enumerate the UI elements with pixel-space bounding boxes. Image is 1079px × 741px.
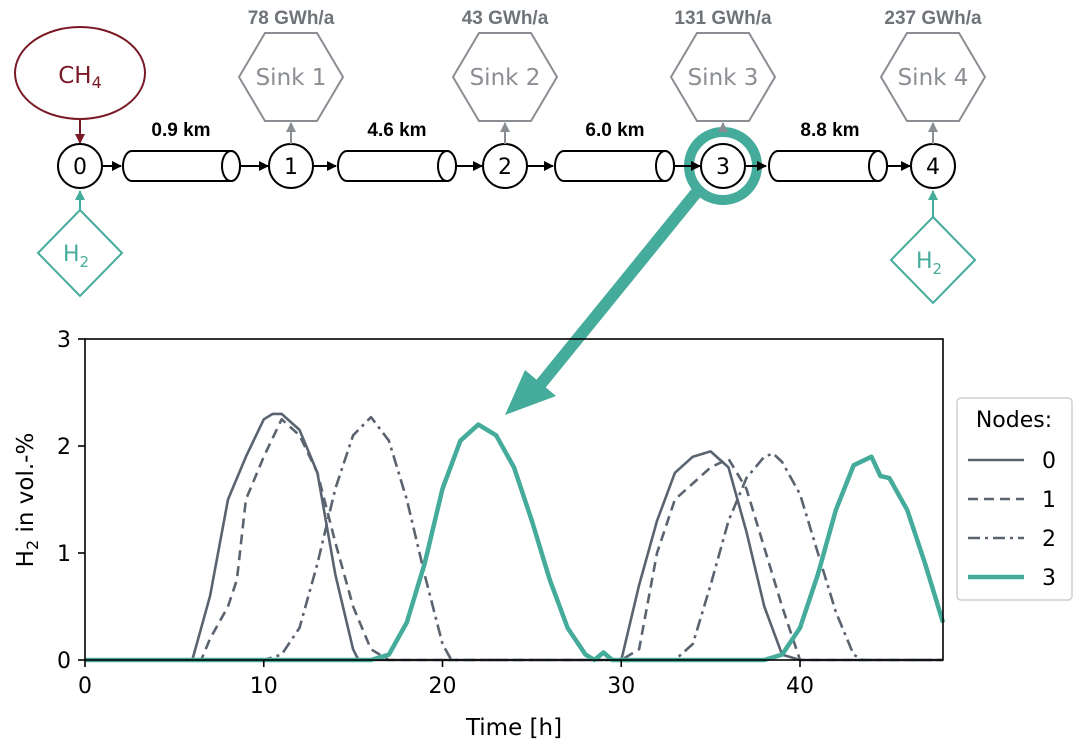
series-1-line: [85, 418, 943, 662]
legend-frame: [956, 397, 1073, 601]
x-tick-label-30: 30: [607, 674, 635, 699]
node-0-label: 0: [73, 155, 87, 180]
legend-label-1: 1: [1042, 488, 1056, 513]
pipe-1-2-length: 4.6 km: [367, 120, 426, 141]
x-tick-label-0: 0: [78, 674, 92, 699]
network-diagram: CH4 0 1 2 3 4 0.9 km: [14, 8, 987, 415]
legend: Nodes: 0 1 2 3: [956, 397, 1073, 601]
pipe-1-2: [313, 150, 483, 182]
sink-4-demand: 237 GWh/a: [884, 8, 982, 29]
sink-1-demand: 78 GWh/a: [248, 8, 335, 29]
pipe-3-4: [745, 150, 911, 182]
legend-items: 0 1 2 3: [968, 449, 1056, 591]
y-axis-label: H2 in vol.-%: [13, 433, 42, 568]
x-tick-label-40: 40: [786, 674, 814, 699]
series-3-line: [85, 422, 946, 663]
sink-2: Sink 2: [451, 32, 559, 144]
series-layer: [85, 412, 946, 663]
node-2-label: 2: [498, 155, 512, 180]
x-tick-label-20: 20: [429, 674, 457, 699]
x-tick-label-10: 10: [250, 674, 278, 699]
sink-1-label: Sink 1: [256, 65, 327, 91]
pipe-0-1-length: 0.9 km: [151, 120, 210, 141]
pipe-2-3-length: 6.0 km: [585, 120, 644, 141]
sink-3-label: Sink 3: [688, 65, 759, 91]
h2-injection-node-4: H2: [889, 190, 977, 305]
y-tick-label-0: 0: [57, 649, 71, 674]
sink-1: Sink 1: [237, 32, 345, 144]
sink-2-label: Sink 2: [470, 65, 541, 91]
callout-arrow: [505, 189, 701, 415]
node-3-label: 3: [716, 155, 730, 180]
x-axis: 0 10 20 30 40: [78, 660, 814, 699]
sink-2-demand: 43 GWh/a: [462, 8, 549, 29]
node-4-label: 4: [926, 155, 940, 180]
ch4-source-label: CH4: [58, 63, 102, 92]
pipe-2-3: [527, 150, 701, 182]
sink-4-label: Sink 4: [898, 65, 969, 91]
sink-4: Sink 4: [879, 32, 987, 144]
series-2-line: [85, 415, 943, 662]
legend-title: Nodes:: [976, 408, 1052, 433]
plot-frame: [84, 338, 944, 661]
y-tick-label-3: 3: [57, 328, 71, 353]
y-tick-label-1: 1: [57, 542, 71, 567]
x-axis-label: Time [h]: [465, 715, 562, 741]
y-tick-label-2: 2: [57, 435, 71, 460]
node-1-label: 1: [284, 155, 298, 180]
legend-label-2: 2: [1042, 527, 1056, 552]
pipe-3-4-length: 8.8 km: [800, 120, 859, 141]
y-axis: 0 1 2 3: [57, 328, 85, 674]
h2-injection-node-0: H2: [36, 190, 124, 298]
h2-injection-4-label: H2: [916, 249, 942, 278]
legend-label-3: 3: [1042, 566, 1056, 591]
h2-injection-0-label: H2: [63, 242, 89, 271]
legend-label-0: 0: [1042, 449, 1056, 474]
pipe-0-1: [102, 150, 269, 182]
sink-3: Sink 3: [669, 32, 777, 132]
sink-3-demand: 131 GWh/a: [674, 8, 772, 29]
